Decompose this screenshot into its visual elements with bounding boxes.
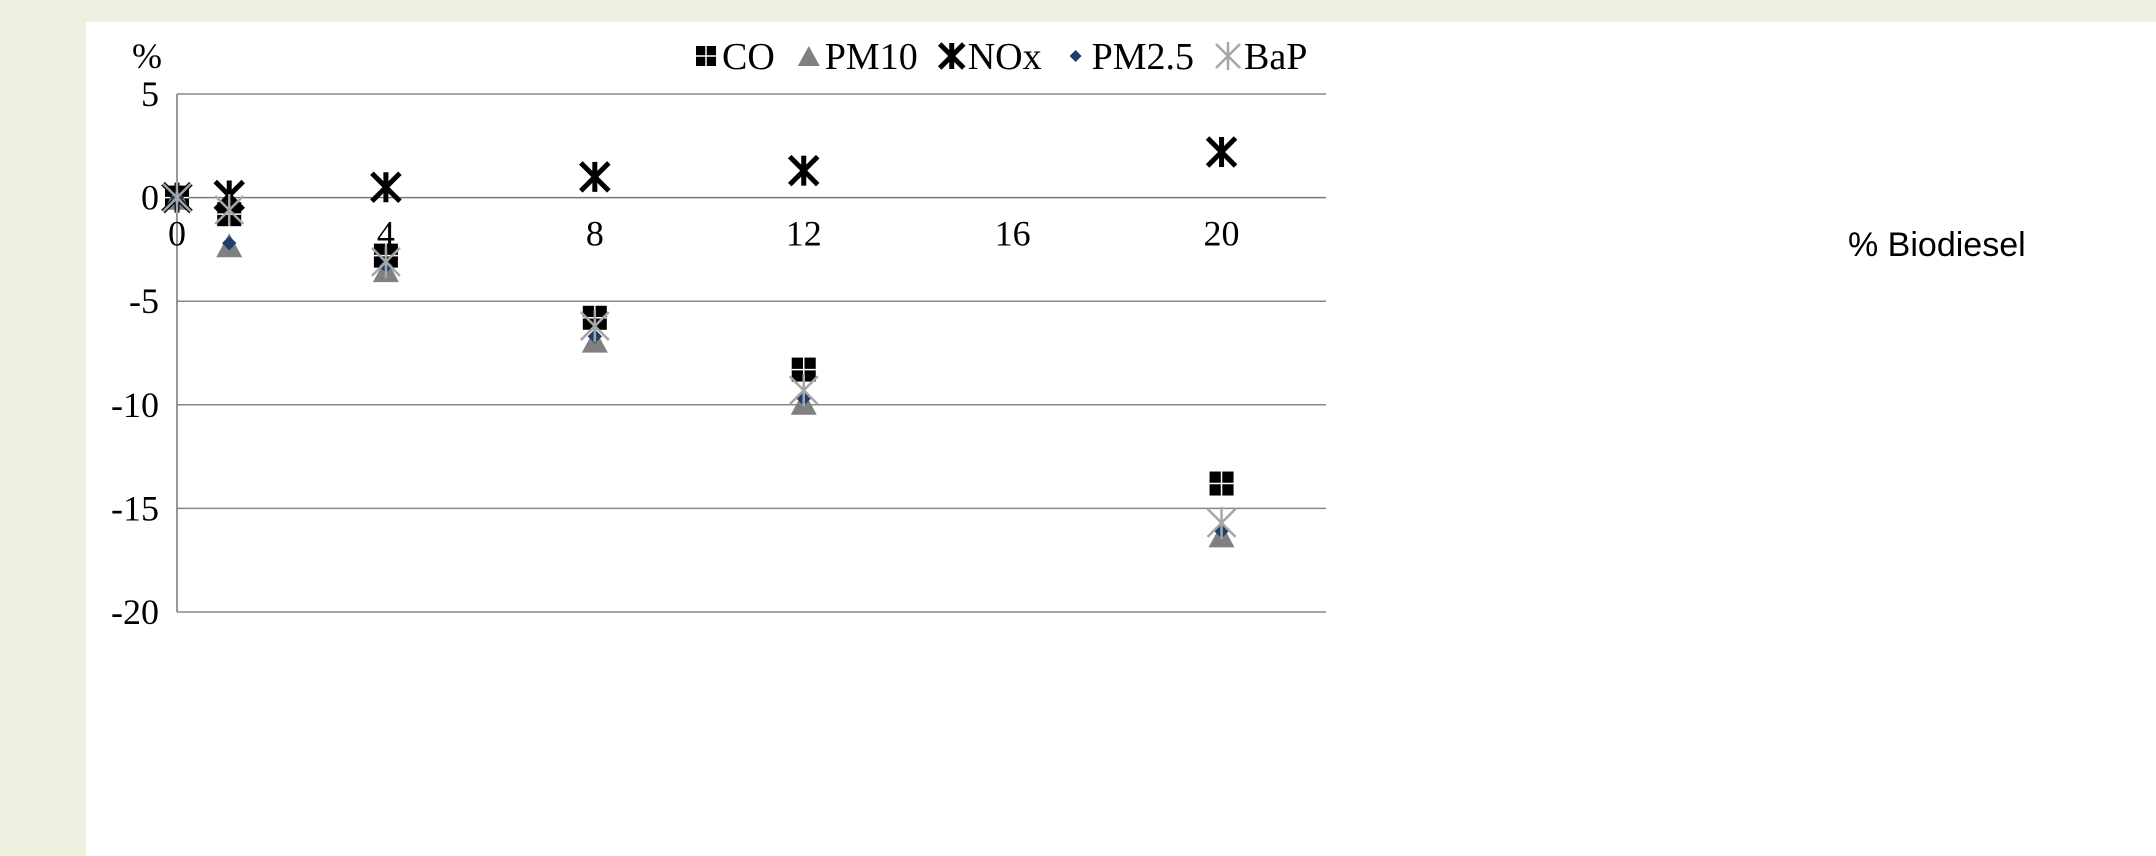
point-nox [1205, 136, 1238, 168]
y-tick-label: -5 [129, 281, 159, 321]
point-bap [579, 310, 610, 343]
point-co [1209, 471, 1234, 496]
data-points [161, 136, 1238, 548]
legend-marker-pm25 [1069, 50, 1082, 62]
x-tick-label: 12 [786, 214, 822, 254]
point-nox [579, 161, 611, 193]
x-tick-label: 16 [995, 214, 1031, 254]
y-axis-label: % [132, 36, 162, 76]
legend-label-bap: BaP [1244, 36, 1307, 78]
y-tick-label: 0 [141, 178, 159, 218]
gridlines [177, 93, 1326, 613]
scatter-chart: 50-5-10-15-20 0 4 8 12 16 20 CO PM10 NOx PM2.5 Ba… [111, 36, 2026, 632]
legend-label-nox: NOx [968, 36, 1042, 78]
chart-panel: 5 0 -5 -10 -15 -20 0 4 8 12 16 20 CO PM10 NOx PM2.5 Ba… [86, 22, 2156, 856]
point-bap [1206, 506, 1237, 539]
point-nox [370, 171, 402, 204]
y-tick-label: -10 [111, 385, 159, 425]
point-bap [371, 245, 401, 278]
point-pm25 [222, 235, 237, 251]
point-bap [214, 194, 245, 227]
y-tick-label: 5 [141, 74, 159, 114]
x-tick-label: 0 [168, 214, 186, 254]
x-tick-label: 4 [377, 214, 395, 254]
legend-label-pm25: PM2.5 [1092, 36, 1194, 78]
legend: CO PM10 NOx PM2.5 BaP [696, 36, 1307, 78]
y-tick-label: -20 [111, 592, 159, 632]
x-tick-label: 8 [586, 214, 604, 254]
y-tick-labels: 5 0 -5 -10 -15 -20 [111, 74, 159, 632]
legend-label-co: CO [722, 36, 775, 78]
legend-label-pm10: PM10 [825, 36, 918, 78]
axes [176, 94, 1326, 612]
legend-marker-nox [937, 42, 966, 70]
legend-marker-co [696, 46, 716, 66]
x-axis-label: % Biodiesel [1848, 226, 2026, 264]
x-tick-labels: 0 4 8 12 16 20 [168, 214, 1240, 254]
legend-marker-pm10 [797, 46, 820, 66]
y-tick-label: -15 [111, 488, 159, 528]
point-nox [787, 154, 820, 187]
legend-marker-bap [1215, 42, 1241, 70]
x-tick-label: 20 [1204, 214, 1240, 254]
point-bap [788, 374, 819, 407]
point-bap [162, 181, 192, 214]
